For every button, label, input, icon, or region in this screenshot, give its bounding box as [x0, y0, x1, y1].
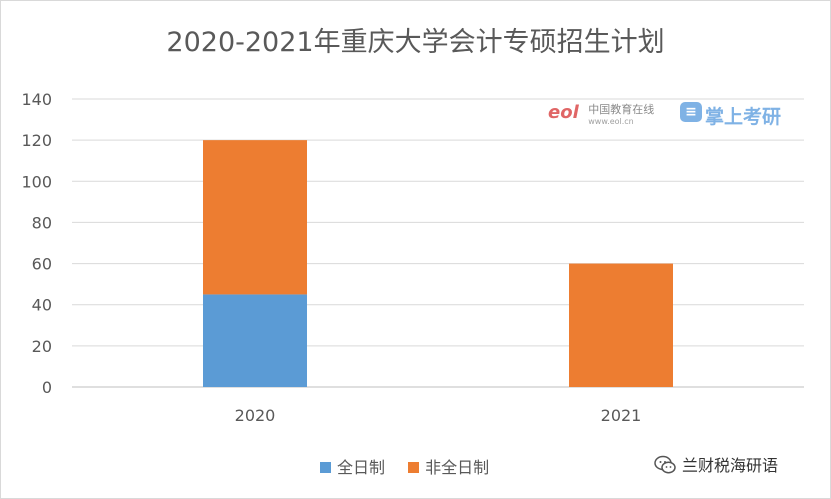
y-tick-label: 80 — [32, 213, 52, 232]
chart-title: 2020-2021年重庆大学会计专硕招生计划 — [166, 27, 665, 58]
y-tick-label: 0 — [42, 378, 52, 397]
legend-item-fulltime: 全日制 — [320, 454, 385, 478]
y-tick-label: 20 — [32, 337, 52, 356]
bar-2021-series-1 — [569, 263, 673, 387]
wechat-account-name: 兰财税海研语 — [682, 456, 779, 475]
y-tick-label: 140 — [21, 90, 52, 109]
bar-2020-series-0 — [203, 294, 307, 387]
kaoyan-name: 掌上考研 — [705, 106, 782, 128]
y-tick-label: 120 — [21, 131, 52, 150]
y-tick-label: 40 — [32, 296, 52, 315]
eol-site-url: www.eol.cn — [588, 116, 634, 126]
kaoyan-watermark: ≡ 掌上考研 — [680, 102, 781, 129]
legend-item-parttime: 非全日制 — [408, 454, 489, 478]
x-tick-label: 2021 — [601, 406, 642, 425]
x-tick-label: 2020 — [235, 406, 276, 425]
legend-label-parttime: 非全日制 — [425, 458, 490, 477]
legend-swatch-parttime — [408, 462, 420, 473]
kaoyan-logo-icon: ≡ — [680, 102, 702, 122]
bar-2020-series-1 — [203, 140, 307, 295]
legend-swatch-fulltime — [320, 462, 331, 473]
y-tick-label: 100 — [21, 172, 52, 191]
eol-site-block: 中国教育在线 www.eol.cn — [588, 104, 654, 127]
chart-legend: 全日制 非全日制 — [320, 454, 507, 478]
legend-label-fulltime: 全日制 — [337, 458, 386, 477]
y-tick-label: 60 — [32, 255, 52, 274]
eol-logo: eol — [548, 102, 579, 123]
eol-site-name: 中国教育在线 — [588, 102, 655, 116]
eol-watermark: eol 中国教育在线 www.eol.cn — [548, 102, 654, 127]
wechat-watermark: 兰财税海研语 — [654, 452, 778, 479]
wechat-icon — [654, 455, 676, 479]
